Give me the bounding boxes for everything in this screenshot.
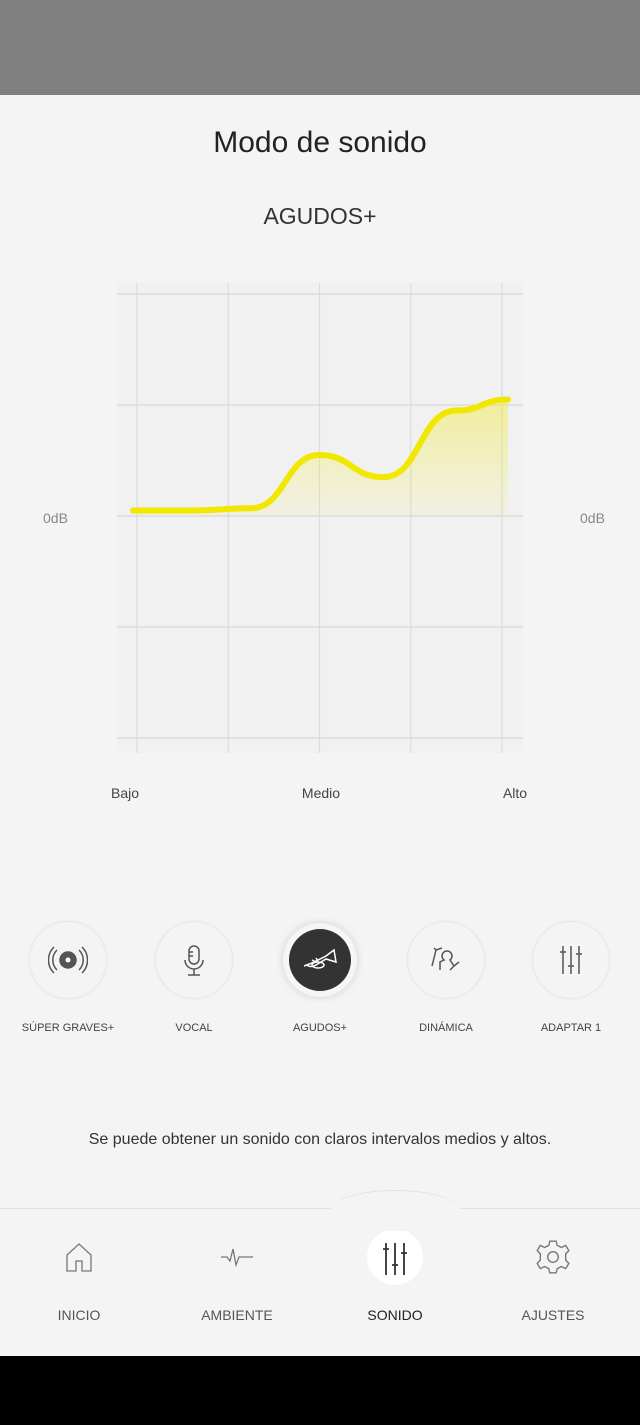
ambient-wave-icon bbox=[221, 1248, 253, 1268]
x-tick-label: Medio bbox=[301, 785, 341, 801]
y-label-left: 0dB bbox=[43, 510, 68, 526]
mode-label: DINÁMICA bbox=[419, 1022, 473, 1034]
nav-label: INICIO bbox=[57, 1307, 101, 1323]
nav-ajustes[interactable]: AJUSTES bbox=[493, 1229, 613, 1323]
equalizer-chart bbox=[117, 283, 523, 753]
mode-adaptar-button[interactable] bbox=[533, 922, 609, 998]
mode-label: SÚPER GRAVES+ bbox=[21, 1022, 115, 1034]
mode-label: AGUDOS+ bbox=[292, 1022, 348, 1034]
page-title: Modo de sonido bbox=[213, 126, 427, 159]
trumpet-icon bbox=[303, 948, 337, 969]
nav-ambiente[interactable]: AMBIENTE bbox=[177, 1229, 297, 1323]
bottom-navigation: INICIO AMBIENTE SONIDO AJUSTES bbox=[0, 1208, 640, 1357]
nav-inicio[interactable]: INICIO bbox=[19, 1229, 139, 1323]
mode-description: Se puede obtener un sonido con claros in… bbox=[88, 1131, 552, 1148]
sound-mode-selector: SÚPER GRAVES+ VOCAL AGUDOS+ DINÁMICA ADA… bbox=[0, 922, 640, 1042]
speaker-disc-icon bbox=[48, 946, 88, 974]
x-tick-label: Bajo bbox=[110, 785, 140, 801]
mode-super-graves-button[interactable] bbox=[30, 922, 106, 998]
nav-indicator-bump bbox=[330, 1190, 460, 1231]
nav-label: SONIDO bbox=[367, 1307, 423, 1323]
sliders-icon bbox=[560, 946, 582, 974]
sliders-icon bbox=[383, 1243, 407, 1275]
nav-label: AMBIENTE bbox=[201, 1307, 273, 1323]
mode-label: ADAPTAR 1 bbox=[540, 1022, 602, 1034]
current-mode-label: AGUDOS+ bbox=[263, 203, 377, 229]
x-tick-label: Alto bbox=[502, 785, 528, 801]
status-bar bbox=[0, 0, 640, 95]
nav-sonido[interactable]: SONIDO bbox=[335, 1229, 455, 1323]
microphone-icon bbox=[184, 945, 204, 976]
y-label-right: 0dB bbox=[580, 510, 605, 526]
mode-agudos-button[interactable] bbox=[289, 929, 351, 991]
mode-vocal-button[interactable] bbox=[156, 922, 232, 998]
conductor-icon bbox=[431, 947, 460, 971]
gear-icon bbox=[536, 1240, 570, 1274]
mode-dinamica-button[interactable] bbox=[408, 922, 484, 998]
home-icon bbox=[66, 1243, 92, 1272]
eq-curve-line bbox=[130, 396, 511, 514]
nav-label: AJUSTES bbox=[521, 1307, 585, 1323]
mode-label: VOCAL bbox=[175, 1022, 213, 1034]
system-nav-bar bbox=[0, 1356, 640, 1425]
